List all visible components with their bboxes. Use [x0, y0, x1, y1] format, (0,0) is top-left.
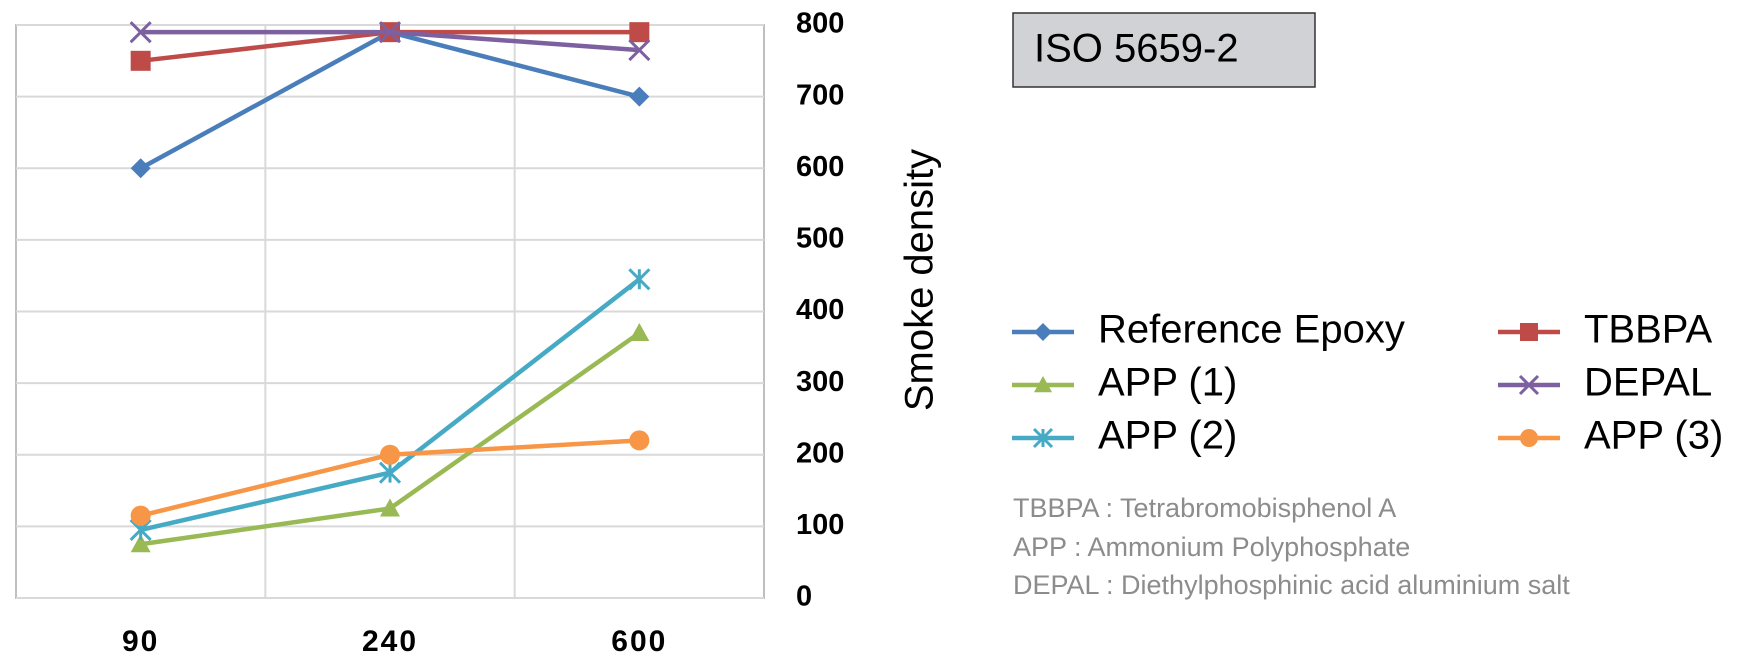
marker — [380, 498, 400, 517]
marker-shape — [129, 21, 152, 44]
legend-label: Reference Epoxy — [1098, 308, 1405, 352]
marker-shape — [1032, 427, 1054, 449]
marker-shape — [628, 39, 651, 62]
marker — [378, 21, 402, 44]
annotation: ISO 5659-2 — [1034, 27, 1239, 71]
marker — [629, 322, 650, 341]
marker-shape — [629, 430, 650, 451]
marker-shape — [1520, 323, 1538, 341]
marker — [380, 444, 400, 465]
marker-shape — [629, 22, 650, 43]
marker — [130, 505, 151, 526]
y-tick-label: 300 — [796, 366, 844, 398]
marker — [378, 461, 402, 484]
marker — [629, 430, 650, 451]
marker — [629, 86, 650, 107]
marker — [1520, 429, 1538, 447]
marker — [629, 22, 650, 43]
legend-label: APP (2) — [1098, 414, 1237, 458]
annotation-box — [1012, 12, 1316, 88]
marker-shape — [1518, 374, 1540, 396]
marker-shape — [130, 50, 151, 71]
x-tick-label: 240 — [362, 625, 418, 657]
note: TBBPA : Tetrabromobisphenol A — [1013, 493, 1396, 523]
y-tick-label: 500 — [796, 223, 844, 255]
marker — [129, 21, 152, 44]
note: APP : Ammonium Polyphosphate — [1013, 532, 1410, 562]
legend-label: APP (1) — [1098, 361, 1237, 405]
y-tick-label: 600 — [796, 151, 844, 183]
marker-shape — [628, 268, 651, 291]
x-tick-label: 600 — [611, 625, 667, 657]
marker — [130, 534, 151, 553]
marker-shape — [130, 534, 151, 553]
marker — [628, 268, 651, 291]
marker — [1518, 374, 1540, 396]
y-tick-label: 800 — [796, 8, 844, 40]
marker — [628, 39, 651, 62]
y-tick-label: 0 — [796, 581, 812, 613]
marker — [130, 50, 151, 71]
marker-shape — [130, 158, 151, 179]
marker-shape — [1034, 323, 1052, 341]
marker-shape — [629, 322, 650, 341]
marker — [1520, 323, 1538, 341]
marker — [1034, 376, 1052, 393]
marker — [130, 158, 151, 179]
y-axis-label: Smoke density — [898, 149, 942, 411]
y-tick-label: 400 — [796, 294, 844, 326]
marker — [1034, 323, 1052, 341]
marker-shape — [1034, 376, 1052, 393]
legend-label: APP (3) — [1584, 414, 1723, 458]
y-tick-label: 700 — [796, 79, 844, 111]
marker-shape — [1520, 429, 1538, 447]
marker-shape — [378, 21, 402, 44]
marker-shape — [378, 461, 402, 484]
legend-label: DEPAL — [1584, 361, 1712, 405]
y-tick-label: 200 — [796, 437, 844, 469]
legend-label: TBBPA — [1584, 308, 1713, 352]
marker-shape — [130, 505, 151, 526]
series-line — [140, 277, 641, 533]
marker-shape — [380, 444, 400, 465]
marker — [1032, 427, 1054, 449]
marker-shape — [380, 498, 400, 517]
x-tick-label: 90 — [122, 625, 159, 657]
y-tick-label: 100 — [796, 509, 844, 541]
note: DEPAL : Diethylphosphinic acid aluminium… — [1013, 570, 1570, 600]
marker-shape — [629, 86, 650, 107]
